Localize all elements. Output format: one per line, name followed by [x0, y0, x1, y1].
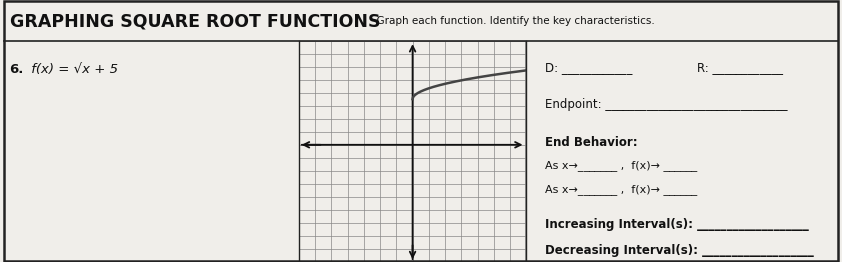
- Text: Graph each function. Identify the key characteristics.: Graph each function. Identify the key ch…: [370, 16, 655, 26]
- Text: GRAPHING SQUARE ROOT FUNCTIONS: GRAPHING SQUARE ROOT FUNCTIONS: [10, 12, 381, 30]
- Text: 6.: 6.: [9, 63, 24, 76]
- Text: R: ____________: R: ____________: [697, 61, 783, 74]
- Text: Decreasing Interval(s): ___________________: Decreasing Interval(s): ________________…: [546, 244, 814, 257]
- Text: As x→_______ ,  f(x)→ ______: As x→_______ , f(x)→ ______: [546, 184, 697, 195]
- Text: End Behavior:: End Behavior:: [546, 136, 638, 149]
- Text: D: ____________: D: ____________: [546, 61, 632, 74]
- Text: Increasing Interval(s): ___________________: Increasing Interval(s): ________________…: [546, 218, 809, 231]
- Text: Endpoint: _______________________________: Endpoint: ______________________________…: [546, 98, 788, 111]
- Text: As x→_______ ,  f(x)→ ______: As x→_______ , f(x)→ ______: [546, 160, 697, 171]
- Text: f(x) = √x + 5: f(x) = √x + 5: [27, 63, 118, 76]
